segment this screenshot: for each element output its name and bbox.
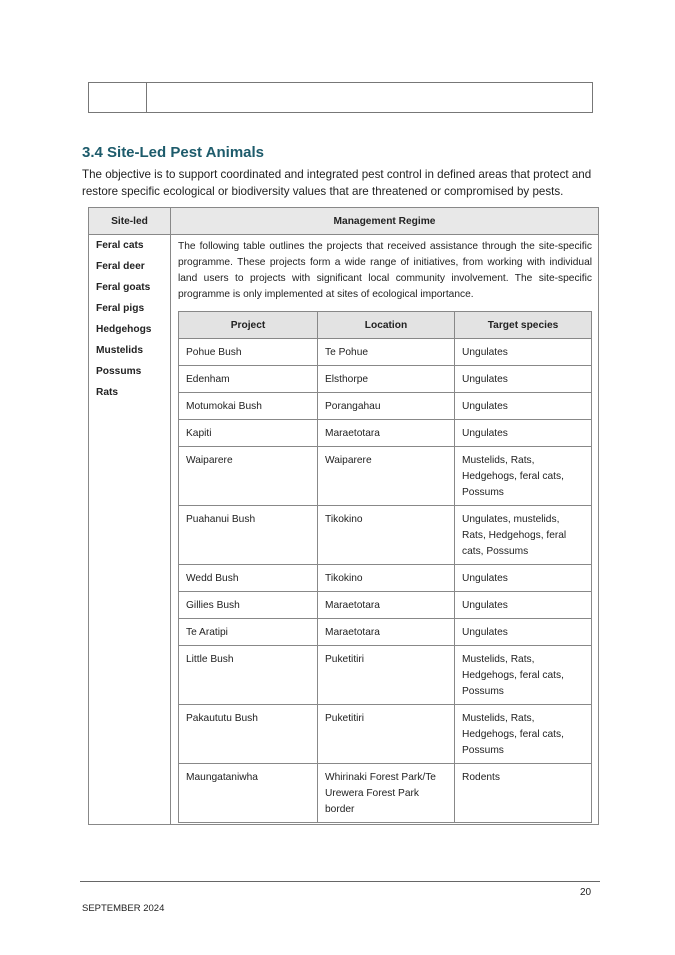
header-project: Project bbox=[178, 311, 318, 339]
project-cell: Little Bush bbox=[178, 645, 318, 705]
location-cell: Maraetotara bbox=[317, 419, 455, 447]
project-cell: Kapiti bbox=[178, 419, 318, 447]
target-species-cell: Ungulates bbox=[454, 365, 592, 393]
location-cell: Maraetotara bbox=[317, 618, 455, 646]
species-item: Mustelids bbox=[96, 345, 143, 356]
project-cell: Motumokai Bush bbox=[178, 392, 318, 420]
location-cell: Whirinaki Forest Park/Te Urewera Forest … bbox=[317, 763, 455, 823]
table-row: Pakaututu Bush Puketitiri Mustelids, Rats,… bbox=[178, 704, 592, 764]
location-cell: Maraetotara bbox=[317, 591, 455, 619]
header-management-regime: Management Regime bbox=[170, 207, 599, 235]
location-cell: Tikokino bbox=[317, 505, 455, 565]
header-site-led: Site-led bbox=[88, 207, 171, 235]
project-cell: Edenham bbox=[178, 365, 318, 393]
page-number: 20 bbox=[580, 887, 592, 898]
table-row: Waiparere Waiparere Mustelids, Rats, Hedge… bbox=[178, 446, 592, 506]
target-species-cell: Mustelids, Rats, Hedgehogs, feral cats, … bbox=[454, 446, 592, 506]
target-species-cell: Ungulates bbox=[454, 392, 592, 420]
location-cell: Porangahau bbox=[317, 392, 455, 420]
target-species-cell: Ungulates, mustelids, Rats, Hedgehogs, f… bbox=[454, 505, 592, 565]
species-item: Hedgehogs bbox=[96, 324, 152, 335]
project-cell: Wedd Bush bbox=[178, 564, 318, 592]
projects-table: Project Location Target species Pohue Bu… bbox=[178, 311, 592, 823]
empty-table-fragment bbox=[88, 82, 593, 113]
table-row: Little Bush Puketitiri Mustelids, Rats, He… bbox=[178, 645, 592, 705]
table-row: Edenham Elsthorpe Ungulates bbox=[178, 365, 592, 393]
location-cell: Puketitiri bbox=[317, 704, 455, 764]
target-species-cell: Ungulates bbox=[454, 591, 592, 619]
species-item: Feral deer bbox=[96, 261, 145, 272]
location-cell: Puketitiri bbox=[317, 645, 455, 705]
target-species-cell: Rodents bbox=[454, 763, 592, 823]
location-cell: Tikokino bbox=[317, 564, 455, 592]
table-row: Puahanui Bush Tikokino Ungulates, mustelid… bbox=[178, 505, 592, 565]
site-led-table: Site-led Management Regime Feral cats Fera… bbox=[88, 207, 599, 825]
project-cell: Gillies Bush bbox=[178, 591, 318, 619]
section-heading: 3.4 Site-Led Pest Animals bbox=[82, 144, 265, 161]
header-location: Location bbox=[317, 311, 455, 339]
target-species-cell: Mustelids, Rats, Hedgehogs, feral cats, … bbox=[454, 645, 592, 705]
species-item: Rats bbox=[96, 387, 119, 398]
section-intro: The objective is to support coordinated … bbox=[82, 168, 592, 198]
regime-paragraph: The following table outlines the project… bbox=[178, 241, 592, 300]
project-cell: Maungataniwha bbox=[178, 763, 318, 823]
header-target-species: Target species bbox=[454, 311, 592, 339]
footer-divider bbox=[80, 881, 600, 882]
project-cell: Waiparere bbox=[178, 446, 318, 506]
species-item: Feral goats bbox=[96, 282, 151, 293]
target-species-cell: Ungulates bbox=[454, 338, 592, 366]
table-row: Motumokai Bush Porangahau Ungulates bbox=[178, 392, 592, 420]
project-cell: Pohue Bush bbox=[178, 338, 318, 366]
project-cell: Pakaututu Bush bbox=[178, 704, 318, 764]
location-cell: Te Pohue bbox=[317, 338, 455, 366]
target-species-cell: Ungulates bbox=[454, 419, 592, 447]
table-row: Te Aratipi Maraetotara Ungulates bbox=[178, 618, 592, 646]
table-row: Kapiti Maraetotara Ungulates bbox=[178, 419, 592, 447]
project-cell: Te Aratipi bbox=[178, 618, 318, 646]
target-species-cell: Ungulates bbox=[454, 618, 592, 646]
location-cell: Waiparere bbox=[317, 446, 455, 506]
species-item: Feral pigs bbox=[96, 303, 145, 314]
table-row: Gillies Bush Maraetotara Ungulates bbox=[178, 591, 592, 619]
table-row: Pohue Bush Te Pohue Ungulates bbox=[178, 338, 592, 366]
species-list: Feral cats Feral deer Feral goats Feral pig… bbox=[88, 234, 171, 825]
species-item: Possums bbox=[96, 366, 142, 377]
project-cell: Puahanui Bush bbox=[178, 505, 318, 565]
target-species-cell: Ungulates bbox=[454, 564, 592, 592]
table-row: Wedd Bush Tikokino Ungulates bbox=[178, 564, 592, 592]
species-item: Feral cats bbox=[96, 240, 144, 251]
table-row: Maungataniwha Whirinaki Forest Park/Te Ur… bbox=[178, 763, 592, 823]
target-species-cell: Mustelids, Rats, Hedgehogs, feral cats, … bbox=[454, 704, 592, 764]
location-cell: Elsthorpe bbox=[317, 365, 455, 393]
footer-date: SEPTEMBER 2024 bbox=[82, 903, 165, 914]
